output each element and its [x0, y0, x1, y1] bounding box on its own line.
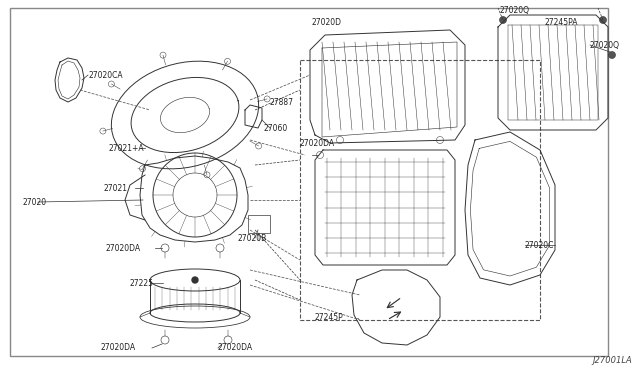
- Circle shape: [192, 277, 198, 283]
- Circle shape: [499, 16, 506, 23]
- Text: 27020Q: 27020Q: [500, 6, 530, 15]
- Text: 27020DA: 27020DA: [218, 343, 253, 353]
- Text: 27020C: 27020C: [525, 241, 554, 250]
- Text: 27887: 27887: [270, 97, 294, 106]
- Text: 27060: 27060: [264, 124, 288, 132]
- Text: 27245PA: 27245PA: [545, 17, 579, 26]
- Circle shape: [600, 16, 607, 23]
- Circle shape: [609, 51, 616, 58]
- Text: J27001LA: J27001LA: [592, 356, 632, 365]
- Text: 27020DA: 27020DA: [105, 244, 140, 253]
- Text: 27020Q: 27020Q: [590, 41, 620, 49]
- Text: 27020CA: 27020CA: [88, 71, 123, 80]
- Text: 27021: 27021: [103, 183, 127, 192]
- Text: 27225: 27225: [130, 279, 154, 288]
- Bar: [300, 60, 540, 320]
- Text: 27021+A: 27021+A: [108, 144, 143, 153]
- Text: 27020D: 27020D: [312, 17, 342, 26]
- Text: 27020DA: 27020DA: [300, 138, 335, 148]
- Text: 27020DA: 27020DA: [100, 343, 135, 353]
- Bar: [248, 215, 270, 233]
- Text: 27245P: 27245P: [315, 314, 344, 323]
- Text: 27020B: 27020B: [238, 234, 268, 243]
- Text: 27020: 27020: [22, 198, 46, 206]
